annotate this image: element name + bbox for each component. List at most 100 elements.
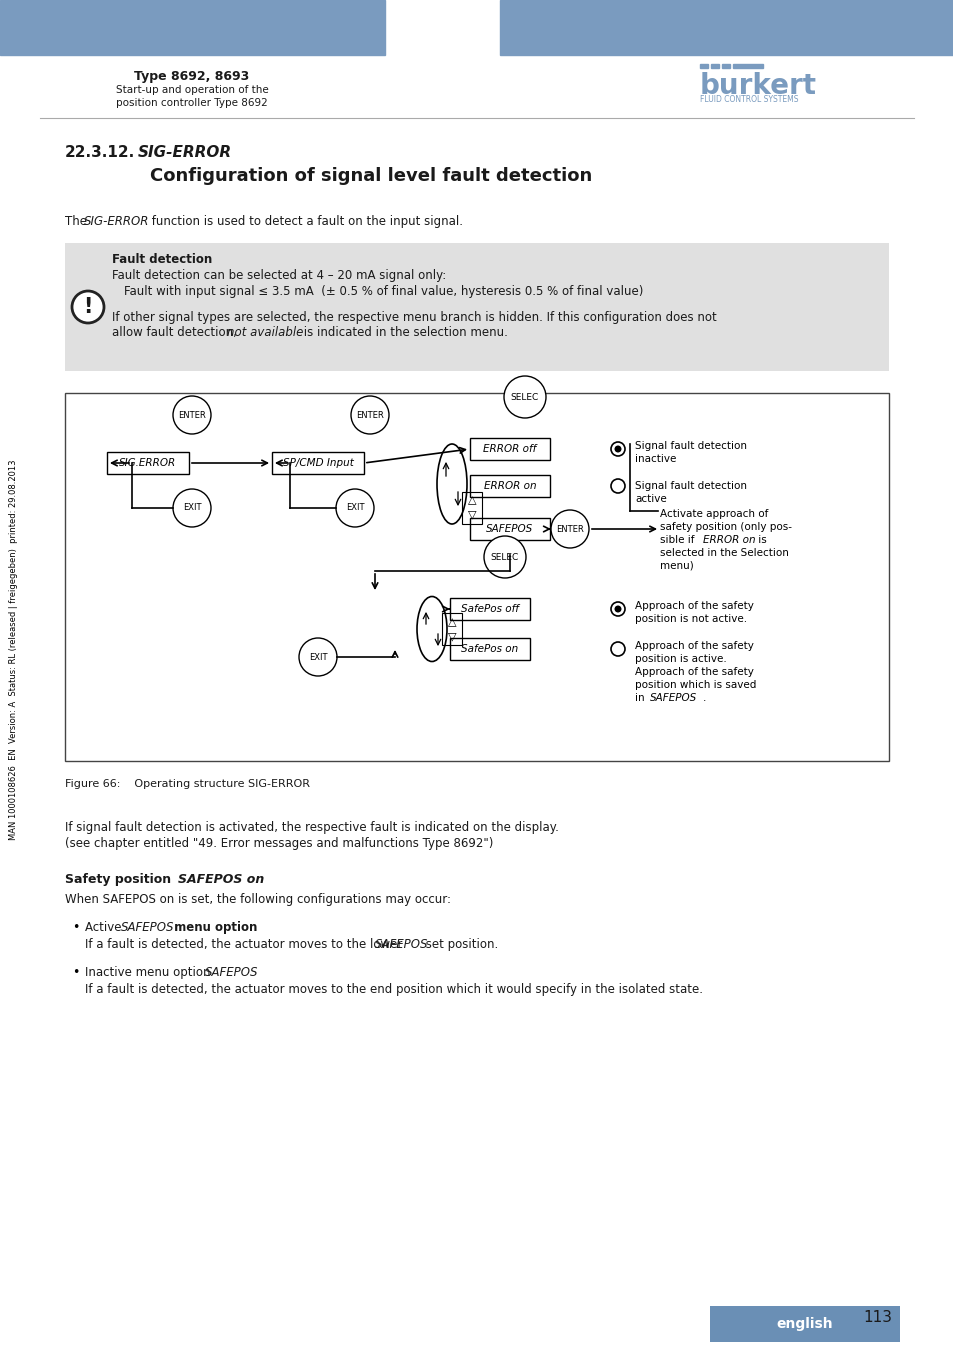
Circle shape — [351, 396, 389, 433]
Text: ERROR off: ERROR off — [483, 444, 536, 454]
Circle shape — [610, 643, 624, 656]
Text: burkert: burkert — [700, 72, 816, 100]
Text: in: in — [635, 693, 647, 703]
Text: position is active.: position is active. — [635, 653, 726, 664]
Circle shape — [483, 536, 525, 578]
Text: menu): menu) — [659, 562, 693, 571]
Circle shape — [610, 441, 624, 456]
Text: Fault detection: Fault detection — [112, 252, 212, 266]
Bar — [721, 63, 729, 68]
Text: SafePos on: SafePos on — [461, 644, 518, 653]
Text: Signal fault detection: Signal fault detection — [635, 441, 746, 451]
Bar — [700, 63, 707, 68]
Text: SELEC: SELEC — [491, 552, 518, 562]
Text: SAFEPOS on: SAFEPOS on — [178, 873, 264, 886]
Text: △: △ — [467, 495, 476, 505]
Text: Approach of the safety: Approach of the safety — [635, 601, 753, 612]
Circle shape — [503, 377, 545, 418]
Bar — [732, 63, 762, 68]
Bar — [470, 518, 550, 540]
Text: Start-up and operation of the: Start-up and operation of the — [115, 85, 268, 94]
Text: MAN 1000108626  EN  Version: A  Status: RL (released | freigegeben)  printed: 29: MAN 1000108626 EN Version: A Status: RL … — [10, 460, 18, 840]
Text: ENTER: ENTER — [178, 410, 206, 420]
Bar — [499, 0, 953, 55]
Text: Type 8692, 8693: Type 8692, 8693 — [134, 70, 250, 82]
Text: position which is saved: position which is saved — [635, 680, 756, 690]
Bar — [0, 0, 385, 55]
Bar — [107, 452, 189, 474]
Text: active: active — [635, 494, 666, 504]
Text: function is used to detect a fault on the input signal.: function is used to detect a fault on th… — [148, 215, 462, 228]
Text: SIG-ERROR: SIG-ERROR — [138, 144, 232, 161]
Text: selected in the Selection: selected in the Selection — [659, 548, 788, 558]
Text: If a fault is detected, the actuator moves to the lower: If a fault is detected, the actuator mov… — [85, 938, 406, 950]
Text: SafePos off: SafePos off — [460, 603, 518, 614]
Text: SIG.ERROR: SIG.ERROR — [119, 458, 176, 468]
Text: When SAFEPOS on is set, the following configurations may occur:: When SAFEPOS on is set, the following co… — [65, 892, 451, 906]
Text: Active: Active — [85, 921, 125, 934]
Circle shape — [551, 510, 588, 548]
Circle shape — [614, 606, 620, 613]
Text: sible if: sible if — [659, 535, 697, 545]
Text: Approach of the safety: Approach of the safety — [635, 667, 753, 676]
Text: Inactive menu option: Inactive menu option — [85, 967, 214, 979]
Text: allow fault detection,: allow fault detection, — [112, 325, 240, 339]
Text: Configuration of signal level fault detection: Configuration of signal level fault dete… — [150, 167, 592, 185]
Text: ▽: ▽ — [467, 509, 476, 520]
Text: SP/CMD Input: SP/CMD Input — [282, 458, 353, 468]
Bar — [710, 63, 719, 68]
Bar — [65, 393, 888, 761]
Bar — [65, 243, 888, 371]
Text: .: . — [702, 693, 705, 703]
Text: SAFEPOS: SAFEPOS — [486, 524, 533, 535]
Circle shape — [335, 489, 374, 526]
Text: english: english — [776, 1318, 832, 1331]
Text: •: • — [71, 921, 79, 934]
Text: If a fault is detected, the actuator moves to the end position which it would sp: If a fault is detected, the actuator mov… — [85, 983, 702, 996]
Text: Fault with input signal ≤ 3.5 mA  (± 0.5 % of final value, hysteresis 0.5 % of f: Fault with input signal ≤ 3.5 mA (± 0.5 … — [124, 285, 642, 298]
Text: SAFEPOS: SAFEPOS — [205, 967, 258, 979]
Text: SAFEPOS: SAFEPOS — [121, 921, 174, 934]
Text: SIG-ERROR: SIG-ERROR — [84, 215, 150, 228]
Text: !: ! — [83, 297, 92, 317]
Text: ENTER: ENTER — [556, 525, 583, 533]
Text: not available: not available — [227, 325, 303, 339]
Text: 22.3.12.: 22.3.12. — [65, 144, 135, 161]
Text: The: The — [65, 215, 91, 228]
Bar — [272, 452, 364, 474]
Circle shape — [610, 602, 624, 616]
Bar — [709, 1305, 899, 1342]
Bar — [470, 437, 550, 460]
Text: SAFEPOS: SAFEPOS — [649, 693, 697, 703]
Circle shape — [614, 446, 620, 452]
Text: Activate approach of: Activate approach of — [659, 509, 767, 518]
Text: SELEC: SELEC — [511, 393, 538, 401]
Text: SAFEPOS: SAFEPOS — [375, 938, 428, 950]
Text: Signal fault detection: Signal fault detection — [635, 481, 746, 491]
Text: ▽: ▽ — [447, 630, 456, 641]
Text: safety position (only pos-: safety position (only pos- — [659, 522, 791, 532]
Text: position controller Type 8692: position controller Type 8692 — [116, 99, 268, 108]
Text: ERROR on: ERROR on — [702, 535, 755, 545]
Text: is: is — [754, 535, 766, 545]
Text: ENTER: ENTER — [355, 410, 383, 420]
Text: If signal fault detection is activated, the respective fault is indicated on the: If signal fault detection is activated, … — [65, 821, 558, 834]
Bar — [441, 613, 461, 645]
Text: Approach of the safety: Approach of the safety — [635, 641, 753, 651]
Text: set position.: set position. — [421, 938, 497, 950]
Text: Fault detection can be selected at 4 – 20 mA signal only:: Fault detection can be selected at 4 – 2… — [112, 269, 446, 282]
Text: 113: 113 — [862, 1311, 892, 1326]
Text: △: △ — [447, 617, 456, 626]
Bar — [450, 639, 530, 660]
Text: is indicated in the selection menu.: is indicated in the selection menu. — [299, 325, 507, 339]
Circle shape — [610, 479, 624, 493]
Bar — [450, 598, 530, 620]
Circle shape — [298, 639, 336, 676]
Text: (see chapter entitled "49. Error messages and malfunctions Type 8692"): (see chapter entitled "49. Error message… — [65, 837, 493, 850]
Text: ERROR on: ERROR on — [483, 481, 536, 491]
Text: position is not active.: position is not active. — [635, 614, 746, 624]
Bar — [470, 475, 550, 497]
Text: If other signal types are selected, the respective menu branch is hidden. If thi: If other signal types are selected, the … — [112, 310, 716, 324]
Bar — [461, 491, 481, 524]
Text: inactive: inactive — [635, 454, 676, 464]
